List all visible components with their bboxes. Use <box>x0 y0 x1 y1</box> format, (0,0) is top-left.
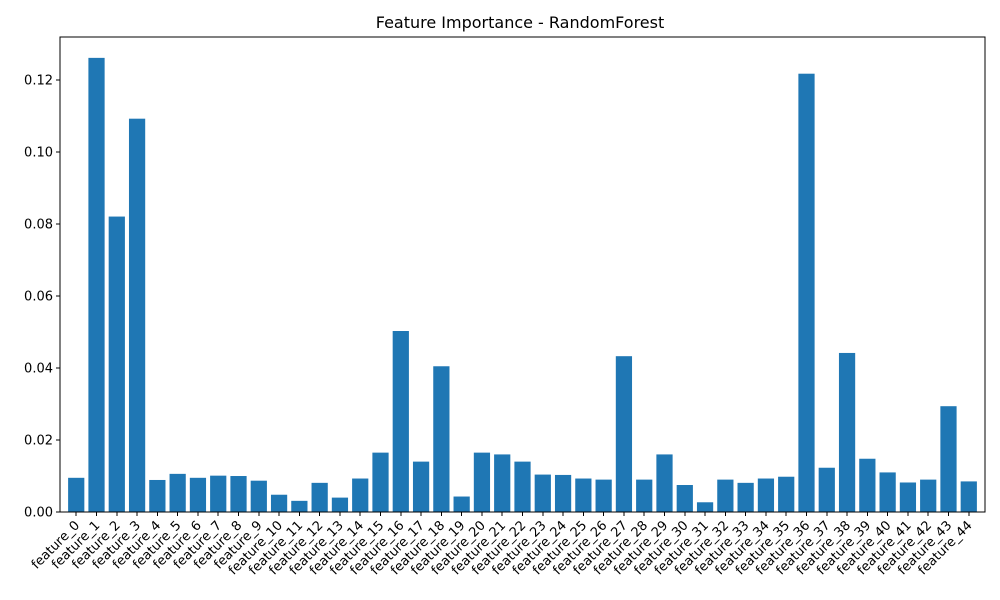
bar-feature_7 <box>210 475 227 512</box>
x-axis: feature_0feature_1feature_2feature_3feat… <box>29 512 976 578</box>
y-tick-label: 0.12 <box>24 74 53 89</box>
bar-feature_9 <box>250 480 267 512</box>
bar-feature_10 <box>270 494 288 512</box>
bar-feature_16 <box>392 331 409 512</box>
bar-feature_24 <box>554 474 572 512</box>
bar-feature_20 <box>473 452 491 513</box>
bar-feature_13 <box>331 497 349 512</box>
bar-feature_18 <box>433 366 450 512</box>
bar-feature_38 <box>838 352 856 512</box>
bars-group <box>68 57 977 513</box>
y-tick-label: 0.00 <box>24 506 53 521</box>
y-tick-label: 0.10 <box>24 146 53 161</box>
bar-feature_12 <box>311 482 328 512</box>
y-tick-label: 0.02 <box>24 434 53 449</box>
bar-feature_15 <box>372 452 389 513</box>
bar-feature_23 <box>534 474 551 512</box>
bar-feature_25 <box>575 478 592 512</box>
bar-feature_39 <box>859 458 876 512</box>
bar-feature_2 <box>108 216 125 512</box>
y-tick-label: 0.08 <box>24 218 53 233</box>
bar-feature_8 <box>230 476 247 512</box>
chart-title: Feature Importance - RandomForest <box>376 13 665 32</box>
bar-feature_40 <box>879 472 896 512</box>
bar-feature_4 <box>149 479 166 512</box>
bar-feature_26 <box>595 479 612 512</box>
y-tick-label: 0.04 <box>24 362 53 377</box>
bar-feature_11 <box>291 500 308 512</box>
bar-feature_37 <box>818 467 835 512</box>
bar-feature_3 <box>128 118 146 512</box>
bar-feature_44 <box>960 481 977 512</box>
bar-feature_32 <box>717 479 734 512</box>
bar-feature_19 <box>453 496 470 512</box>
bar-feature_21 <box>494 454 511 512</box>
bar-feature_29 <box>656 454 673 512</box>
bar-feature_5 <box>169 473 186 512</box>
bar-feature_0 <box>68 477 85 512</box>
bar-feature_34 <box>757 478 775 512</box>
y-axis: 0.00 0.02 0.04 0.06 0.08 0.10 0.12 <box>24 74 60 521</box>
bar-feature_30 <box>676 485 693 512</box>
bar-feature_42 <box>920 479 937 512</box>
bar-feature_36 <box>798 73 815 512</box>
bar-feature_17 <box>412 461 430 512</box>
bar-feature_33 <box>737 482 754 512</box>
bar-feature_35 <box>778 476 795 512</box>
bar-feature_43 <box>940 406 957 512</box>
plot-frame <box>59 36 986 513</box>
bar-feature_22 <box>514 461 531 512</box>
bar-feature_27 <box>615 356 633 512</box>
bar-feature_14 <box>352 478 369 512</box>
y-tick-label: 0.06 <box>24 290 53 305</box>
bar-feature_6 <box>189 477 207 512</box>
bar-feature_28 <box>636 479 653 512</box>
bar-feature_31 <box>696 502 714 512</box>
bar-feature_41 <box>899 482 917 512</box>
bar-feature_1 <box>88 57 105 513</box>
